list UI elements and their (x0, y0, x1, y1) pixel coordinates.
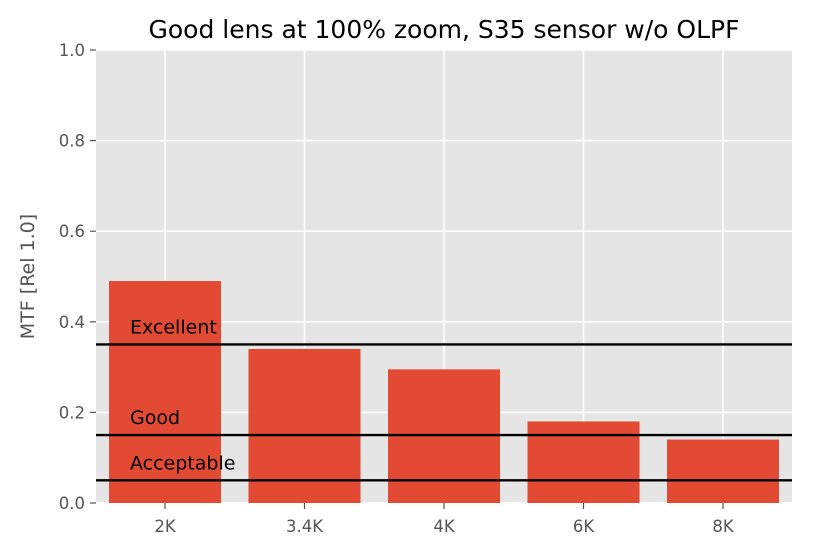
ref-label-excellent: Excellent (130, 316, 217, 338)
ref-label-acceptable: Acceptable (130, 452, 235, 474)
y-axis-label: MTF [Rel 1.0] (17, 214, 39, 339)
bar-6k (527, 421, 640, 503)
y-tick-label: 0.8 (59, 132, 85, 151)
bar-2k (109, 281, 221, 503)
reference-lines: Excellent Good Acceptable (96, 316, 792, 482)
chart-title: Good lens at 100% zoom, S35 sensor w/o O… (149, 15, 740, 44)
bar-3-4k (248, 348, 361, 503)
bar-8k (667, 439, 779, 503)
x-tick-label: 4K (433, 517, 455, 536)
x-tick-label: 2K (154, 517, 176, 536)
y-tick-label: 0.0 (59, 494, 85, 513)
x-axis: 2K 3.4K 4K 6K 8K (154, 503, 735, 536)
y-tick-label: 0.2 (59, 403, 85, 422)
ref-label-good: Good (130, 407, 180, 429)
x-tick-label: 8K (712, 517, 734, 536)
y-tick-label: 0.4 (59, 313, 85, 332)
y-tick-label: 0.6 (59, 222, 85, 241)
x-tick-label: 3.4K (286, 517, 324, 536)
x-tick-label: 6K (573, 517, 595, 536)
y-tick-label: 1.0 (59, 41, 85, 60)
y-axis: 0.0 0.2 0.4 0.6 0.8 1.0 (59, 41, 96, 513)
